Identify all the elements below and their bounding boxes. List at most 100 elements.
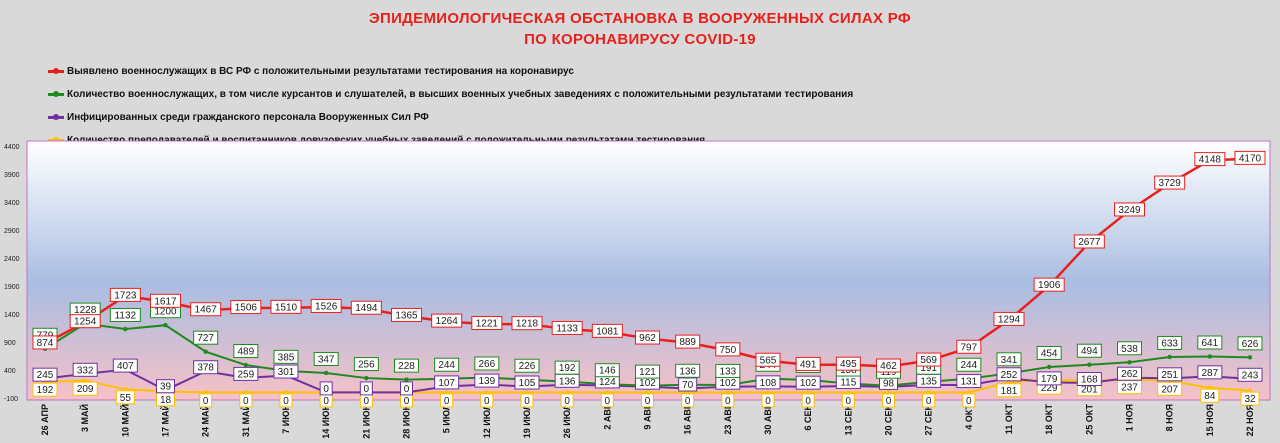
data-label-1: 1132 [115,311,137,322]
data-label-box-1 [1076,343,1102,358]
data-label-0: 565 [760,355,777,366]
data-label-1: 489 [237,347,254,358]
data-label-box-3 [199,393,213,408]
data-label-2: 102 [639,378,656,389]
data-label-1: 347 [318,354,335,365]
data-label-box-2 [400,381,413,396]
y-tick-label: 2900 [4,228,20,235]
data-label-0: 1264 [436,316,459,327]
data-label-box-1 [956,357,982,372]
x-tick-label: 26 ИЮЛ [562,404,572,438]
data-label-0: 1254 [74,317,97,328]
data-label-0: 3729 [1159,178,1182,189]
legend-item-green[interactable]: Количество военнослужащих, в том числе к… [48,83,853,106]
data-label-box-0 [795,356,821,371]
data-label-box-1 [554,360,580,375]
data-label-2: 332 [77,365,94,376]
y-tick-label: -100 [4,396,18,403]
data-label-box-3 [480,393,494,408]
data-label-0: 491 [800,359,817,370]
legend-item-purple[interactable]: Инфицированных среди гражданского персон… [48,106,853,129]
x-tick-label: 4 ОКТ [964,404,974,430]
data-label-0: 4170 [1239,153,1262,164]
data-label-2: 0 [364,384,370,395]
data-label-0: 3249 [1118,205,1141,216]
data-label-3: 207 [1161,384,1178,395]
y-tick-label: 1900 [4,284,20,291]
y-tick-label: 2400 [4,256,20,263]
x-tick-label: 8 НОЯ [1165,404,1175,431]
x-tick-label: 15 НОЯ [1205,404,1215,436]
data-label-3: 0 [886,396,892,407]
data-label-0: 1133 [556,323,578,334]
data-label-2: 0 [323,384,329,395]
data-label-2: 108 [760,378,777,389]
data-label-box-0 [835,356,861,371]
data-label-2: 259 [237,369,254,380]
legend-swatch-red [48,68,64,74]
data-label-2: 131 [960,377,977,388]
data-label-box-2 [72,362,98,377]
data-label-box-0 [591,323,623,338]
data-label-3: 0 [846,396,852,407]
data-label-box-2 [1036,371,1062,386]
data-label-box-2 [1157,367,1183,382]
data-label-2: 168 [1081,374,1098,385]
data-label-box-0 [1114,202,1145,217]
data-label-box-1 [514,358,540,373]
y-tick-label: 400 [4,368,16,375]
data-label-box-0 [876,358,901,373]
data-label-box-3 [600,393,614,408]
data-label-box-3 [1200,388,1220,403]
data-label-box-1 [313,351,339,366]
data-label-box-2 [1197,365,1223,380]
data-point-1 [404,377,409,382]
x-tick-label: 7 ИЮН [281,404,291,434]
y-tick-label: 900 [4,340,16,347]
data-label-box-2 [156,379,175,394]
data-label-1: 133 [719,366,736,377]
data-label-box-1 [394,358,419,373]
data-label-0: 1218 [516,319,539,330]
data-label-2: 98 [883,378,895,389]
data-label-3: 0 [765,396,771,407]
data-label-1: 385 [278,352,295,363]
data-label-2: 135 [920,376,937,387]
data-label-3: 0 [444,396,450,407]
data-label-1: 146 [599,366,616,377]
y-tick-label: 3900 [4,172,20,179]
data-label-box-3 [681,393,695,408]
data-label-box-0 [150,293,181,308]
chart-title-line1: ЭПИДЕМИОЛОГИЧЕСКАЯ ОБСТАНОВКА В ВООРУЖЕН… [369,10,911,27]
data-point-1 [163,323,168,328]
data-label-3: 0 [564,396,570,407]
x-tick-label: 2 АВГ [602,404,612,430]
chart-title-line2: ПО КОРОНАВИРУСУ COVID-19 [524,31,756,48]
x-tick-label: 26 АПР [40,404,50,435]
data-label-0: 4148 [1199,155,1222,166]
data-label-2: 102 [719,378,736,389]
data-label-box-2 [755,375,781,390]
data-label-box-2 [32,367,58,382]
data-label-box-0 [431,313,463,328]
data-label-box-3 [239,393,253,408]
data-label-0: 750 [719,345,736,356]
data-label-0: 1494 [355,303,378,314]
x-tick-label: 20 СЕН [884,404,894,436]
data-label-0: 1294 [998,314,1021,325]
data-label-3: 0 [966,396,972,407]
data-label-box-1 [273,349,299,364]
x-axis: 26 АПР 3 МАЙ 10 МАЙ 17 МАЙ 24 МАЙ 31 МАЙ 7 ИЮН… [40,404,1255,439]
data-label-box-3 [962,393,976,408]
data-label-2: 105 [519,378,536,389]
data-label-1: 1200 [154,307,177,318]
data-label-3: 0 [685,396,691,407]
data-label-2: 287 [1201,368,1218,379]
data-point-1 [1127,360,1132,365]
data-label-0: 874 [37,338,54,349]
data-label-box-0 [1194,152,1226,167]
data-label-0: 1617 [154,296,177,307]
data-label-0: 1506 [235,303,258,314]
legend-item-red[interactable]: Выявлено военнослужащих в ВС РФ с положи… [48,60,853,83]
data-label-box-3 [279,393,293,408]
